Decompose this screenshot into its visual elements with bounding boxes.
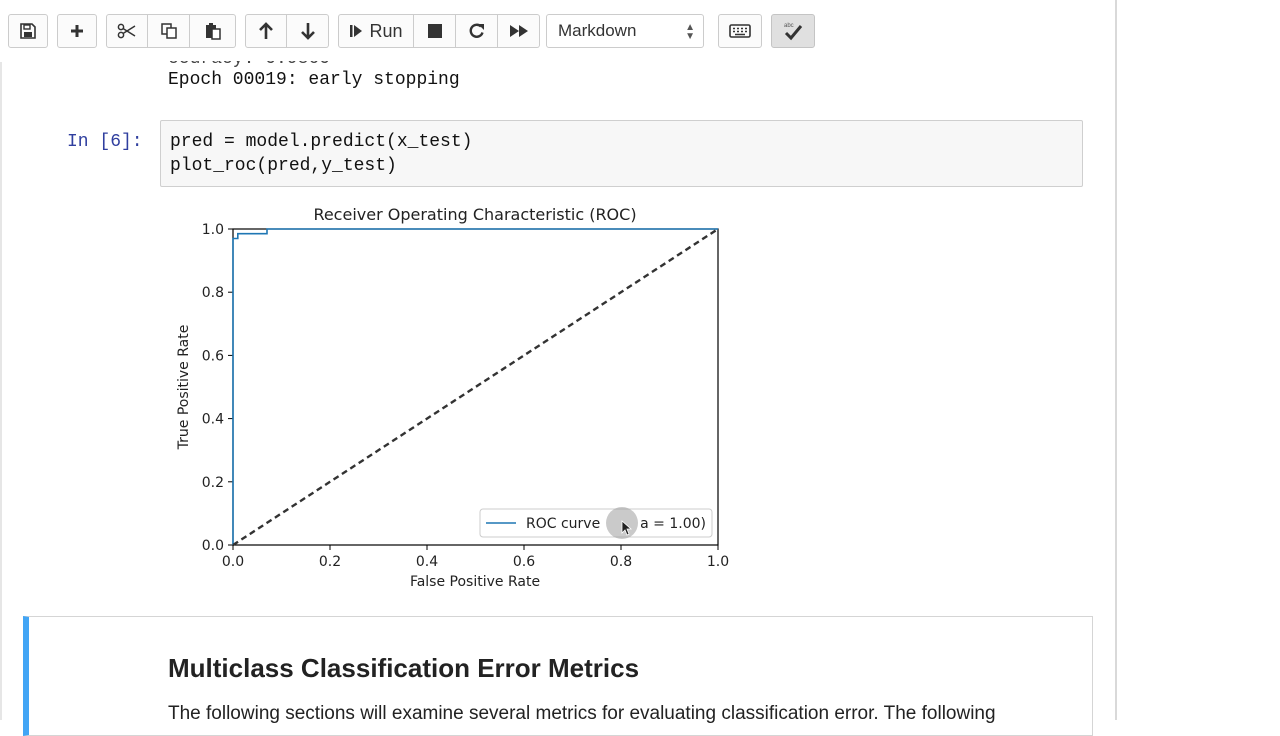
roc-chart: Receiver Operating Characteristic (ROC) … [176, 205, 729, 590]
cell-prompt: In [6]: [67, 132, 143, 152]
cell-type-select[interactable]: Markdown ▲ ▼ [546, 14, 704, 48]
markdown-paragraph: The following sections will examine seve… [168, 703, 996, 724]
scissors-icon [117, 23, 137, 39]
y-axis-ticks: 0.0 0.2 0.4 0.6 0.8 1.0 [202, 222, 233, 554]
svg-text:abc: abc [784, 23, 794, 29]
right-margin [1117, 0, 1280, 720]
code-cell-input[interactable]: pred = model.predict(x_test) plot_roc(pr… [160, 120, 1083, 187]
paste-button[interactable] [190, 14, 236, 48]
save-button[interactable] [8, 14, 48, 48]
roc-curve-line [232, 228, 718, 545]
y-tick-label: 1.0 [202, 222, 224, 238]
x-tick-label: 0.6 [513, 554, 535, 570]
y-tick-label: 0.0 [202, 538, 224, 554]
spellcheck-button[interactable]: abc [771, 14, 815, 48]
x-axis-label: False Positive Rate [410, 574, 540, 590]
interrupt-button[interactable] [414, 14, 456, 48]
step-forward-icon [349, 23, 363, 39]
chart-title: Receiver Operating Characteristic (ROC) [313, 205, 636, 224]
legend-label-end: a = 1.00) [640, 516, 706, 532]
fast-forward-icon [509, 23, 529, 39]
cell-type-value: Markdown [558, 21, 637, 40]
notebook-border-left [0, 55, 2, 720]
restart-button[interactable] [456, 14, 498, 48]
markdown-cell[interactable]: Multiclass Classification Error Metrics … [23, 616, 1093, 736]
chart-legend: ROC curve a = 1.00) [479, 508, 713, 538]
insert-cell-button[interactable] [57, 14, 97, 48]
code-line: pred = model.predict(x_test) [170, 132, 473, 152]
x-tick-label: 0.0 [222, 554, 244, 570]
x-tick-label: 0.2 [319, 554, 341, 570]
legend-label: ROC curve [526, 516, 600, 532]
command-palette-button[interactable] [718, 14, 762, 48]
copy-icon [160, 22, 178, 40]
y-tick-label: 0.4 [202, 412, 224, 428]
refresh-icon [468, 22, 486, 40]
output-accuracy-line: ccuracy: 0.9860 [168, 61, 330, 69]
paste-icon [204, 22, 222, 40]
mouse-pointer-icon [621, 520, 633, 536]
notebook-toolbar: Run Markdown ▲ ▼ abc [0, 0, 1115, 62]
x-tick-label: 0.4 [416, 554, 438, 570]
restart-run-all-button[interactable] [498, 14, 540, 48]
code-line: plot_roc(pred,y_test) [170, 156, 397, 176]
stop-icon [427, 23, 443, 39]
save-icon [20, 23, 36, 39]
y-tick-label: 0.8 [202, 285, 224, 301]
output-early-stopping-line: Epoch 00019: early stopping [168, 70, 460, 90]
cut-button[interactable] [106, 14, 148, 48]
x-tick-label: 0.8 [610, 554, 632, 570]
notebook-border-right [1115, 0, 1117, 720]
run-button[interactable]: Run [338, 14, 414, 48]
copy-button[interactable] [148, 14, 190, 48]
y-axis-label: True Positive Rate [176, 325, 192, 451]
move-up-button[interactable] [245, 14, 287, 48]
spellcheck-icon: abc [782, 21, 804, 41]
chevron-up-down-icon: ▲ ▼ [685, 22, 695, 42]
keyboard-icon [729, 24, 751, 38]
chance-diagonal-line [232, 227, 719, 547]
plus-icon [69, 23, 85, 39]
run-label: Run [369, 20, 403, 41]
arrow-up-icon [258, 22, 274, 40]
y-tick-label: 0.6 [202, 348, 224, 364]
x-axis-ticks: 0.0 0.2 0.4 0.6 0.8 1.0 [222, 545, 729, 570]
move-down-button[interactable] [287, 14, 329, 48]
x-tick-label: 1.0 [707, 554, 729, 570]
y-tick-label: 0.2 [202, 475, 224, 491]
arrow-down-icon [300, 22, 316, 40]
markdown-heading: Multiclass Classification Error Metrics [168, 653, 640, 683]
